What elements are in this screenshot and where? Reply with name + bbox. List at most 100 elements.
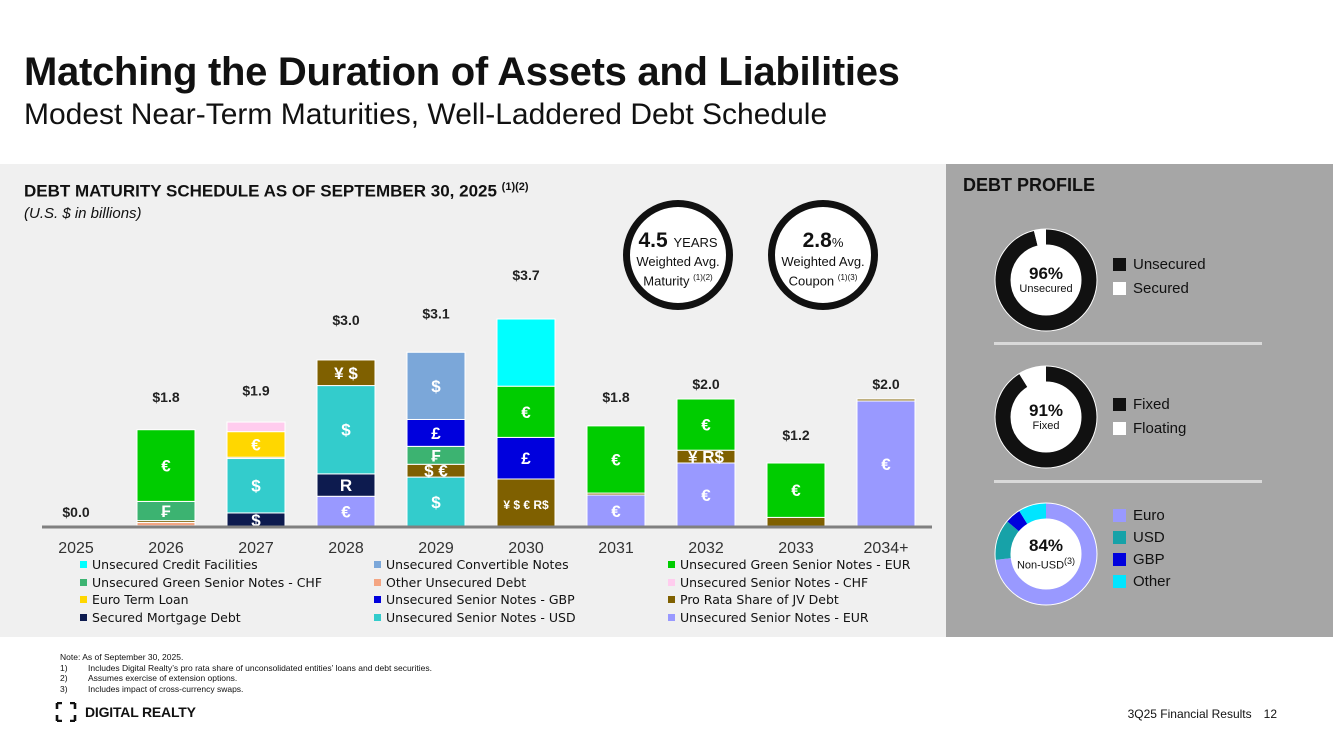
bar-total-label: $3.0 (332, 312, 359, 328)
legend-item: Floating (1113, 417, 1186, 441)
segment-currency-label: € (701, 486, 711, 505)
bar-segment (316, 385, 376, 475)
bar-total-label: $2.0 (692, 376, 719, 392)
legend-item: Other Unsecured Debt (374, 574, 576, 592)
legend-item: Secured Mortgage Debt (80, 609, 322, 627)
segment-currency-label: € (791, 481, 801, 500)
donut-slice (995, 503, 1097, 605)
bar-segment (766, 462, 826, 518)
bar-segment (406, 351, 466, 420)
bar-total-label: $3.1 (422, 306, 449, 322)
segment-currency-label: ¥ $ (334, 364, 358, 383)
bar-total-label: $1.8 (602, 389, 629, 405)
maturity-label-2: Maturity (643, 273, 690, 289)
fixed-legend: Fixed Floating (1113, 393, 1186, 441)
donut-slice (995, 229, 1097, 331)
legend-swatch (668, 613, 675, 621)
legend-item: Unsecured Senior Notes - CHF (668, 574, 910, 592)
note-head: Note: As of September 30, 2025. (60, 652, 184, 662)
legend-swatch (374, 578, 381, 586)
legend-item: Other (1113, 571, 1171, 593)
segment-currency-label: R (340, 476, 352, 495)
unsecured-legend: Unsecured Secured (1113, 253, 1206, 301)
segment-currency-label: € (701, 416, 711, 435)
legend-swatch (1113, 508, 1126, 522)
bar-segment (676, 398, 736, 451)
x-tick-label: 2025 (58, 540, 94, 557)
legend-swatch (1113, 397, 1126, 411)
legend-swatch (374, 613, 381, 621)
legend-swatch (80, 596, 87, 603)
debt-profile-title: DEBT PROFILE (963, 175, 1096, 195)
segment-currency-label: € (611, 502, 621, 521)
legend-item: Secured (1113, 277, 1206, 301)
legend-item: Unsecured Senior Notes - GBP (374, 591, 576, 609)
legend-swatch (1113, 281, 1126, 295)
segment-currency-label: $ (431, 377, 441, 396)
currency-donut-ring (994, 502, 1098, 606)
segment-currency-label: ₣ (161, 502, 171, 521)
separator (994, 342, 1262, 345)
weighted-coupon-badge: 2.8% Weighted Avg. Coupon (1)(3) (768, 200, 878, 310)
maturity-label-1: Weighted Avg. (636, 254, 720, 269)
coupon-value: 2.8 (802, 229, 832, 252)
legend-item: Pro Rata Share of JV Debt (668, 591, 910, 609)
x-tick-label: 2031 (598, 540, 634, 557)
note-1: 1) Includes Digital Realty’s pro rata sha… (60, 662, 432, 673)
bar-total-label: $2.0 (872, 376, 899, 392)
fixed-label: Fixed (1032, 420, 1060, 432)
segment-currency-label: € (161, 457, 171, 476)
maturity-chart: $0.0 2025 ₣ € $1.8 2026 $ $ € $1.9 2027 € R $ ¥ $ $3.0 2… (42, 267, 932, 557)
segment-currency-label: € (341, 503, 351, 522)
report-name: 3Q25 Financial Results (1127, 707, 1252, 721)
currency-legend: Euro USD GBP Other (1113, 505, 1171, 593)
company-name: DIGITAL REALTY (85, 704, 196, 720)
currency-donut: 84% Non-USD(3) (994, 502, 1098, 606)
legend-item: GBP (1113, 549, 1171, 571)
page-subtitle: Modest Near-Term Maturities, Well-Ladder… (24, 98, 828, 131)
bar-segment (226, 458, 286, 514)
legend-item: Euro (1113, 505, 1171, 527)
legend-item: Unsecured Convertible Notes (374, 556, 576, 574)
coupon-unit: % (831, 235, 844, 250)
segment-currency-label: $ € (424, 462, 448, 481)
segment-currency-label: € (611, 450, 621, 469)
x-tick-label: 2026 (148, 540, 184, 557)
legend-column-3: Unsecured Green Senior Notes - EUR Unsec… (668, 556, 910, 626)
chart-title: DEBT MATURITY SCHEDULE AS OF SEPTEMBER 3… (24, 181, 529, 201)
unsecured-donut: 96% Unsecured (994, 228, 1098, 332)
digital-realty-logo-icon (55, 702, 77, 722)
legend-swatch (668, 561, 675, 568)
bar-segment (586, 425, 646, 494)
legend-item: Euro Term Loan (80, 591, 322, 609)
fixed-donut: 91% Fixed (994, 365, 1098, 469)
segment-currency-label: £ (521, 449, 531, 468)
chart-units: (U.S. $ in billions) (24, 205, 142, 222)
unsecured-donut-ring (994, 228, 1098, 332)
legend-swatch (80, 561, 87, 568)
footer: 3Q25 Financial Results 12 (1116, 707, 1277, 721)
bar-total-label: $1.9 (242, 382, 269, 398)
segment-currency-label: ¥ R$ (688, 448, 724, 467)
segment-currency-label: $ (431, 493, 441, 512)
bar-segment (496, 318, 556, 387)
legend-swatch (1113, 257, 1126, 271)
unsecured-pct: 96% (1028, 264, 1064, 283)
separator (994, 480, 1262, 483)
bar-total-label: $0.0 (62, 504, 89, 520)
page-number: 12 (1263, 707, 1277, 721)
x-tick-label: 2027 (238, 540, 274, 557)
non-usd-label: Non-USD(3) (1016, 555, 1076, 572)
footnotes: Note: As of September 30, 2025. 1) Includ… (60, 652, 432, 694)
maturity-value: 4.5 (638, 229, 668, 252)
segment-currency-label: € (251, 435, 261, 454)
bar-segment (406, 418, 466, 447)
legend-item: Unsecured Credit Facilities (80, 556, 322, 574)
segment-currency-label: $ (251, 477, 261, 496)
fixed-pct: 91% (1028, 401, 1064, 420)
x-tick-label: 2033 (778, 540, 814, 557)
coupon-label-2: Coupon (788, 273, 835, 289)
coupon-label-1: Weighted Avg. (781, 254, 865, 269)
bar-segment (856, 400, 916, 528)
page-title: Matching the Duration of Assets and Liab… (24, 50, 900, 94)
